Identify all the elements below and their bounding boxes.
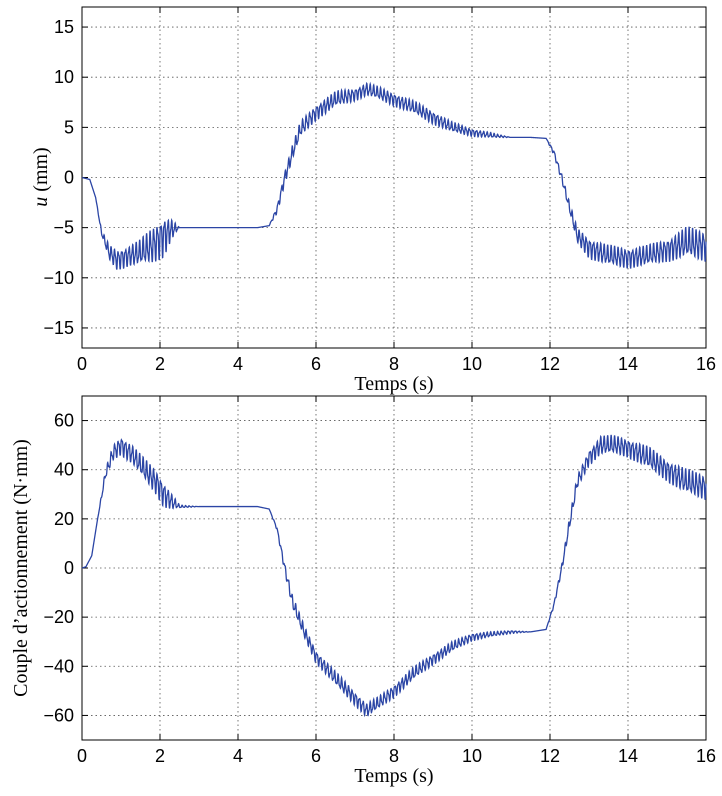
plot-displacement-xtick-label: 2 — [155, 354, 165, 374]
plot-displacement-ylabel: u (mm) — [30, 147, 52, 206]
plot-displacement-ytick-label: 15 — [54, 17, 74, 37]
plot-torque-ytick-label: −20 — [43, 607, 74, 627]
plot-displacement-xlabel: Temps (s) — [354, 373, 433, 395]
plot-torque-ytick-label: −40 — [43, 656, 74, 676]
plot-torque-ytick-label: 20 — [54, 509, 74, 529]
plot-torque-xtick-label: 0 — [77, 746, 87, 766]
plot-torque-xticks: 0 2 4 6 8 10 12 14 16 — [77, 396, 716, 766]
plot-displacement-xticks: 0 2 4 6 8 10 12 14 16 — [77, 7, 716, 374]
plot-torque-xtick-label: 10 — [462, 746, 482, 766]
plot-displacement-ylabel-unit: (mm) — [30, 147, 52, 196]
plot-torque-grid — [82, 396, 706, 740]
plot-torque: 0 2 4 6 8 10 12 14 16 −60 −40 −20 0 20 40 60 Temps (s)… — [10, 395, 716, 787]
plot-torque-ytick-label: 0 — [64, 558, 74, 578]
plot-torque-xtick-label: 14 — [618, 746, 638, 766]
plot-torque-xtick-label: 2 — [155, 746, 165, 766]
plot-torque-xtick-label: 6 — [311, 746, 321, 766]
plot-torque-series — [81, 434, 707, 718]
plot-displacement-xtick-label: 12 — [540, 354, 560, 374]
plot-displacement-xtick-label: 4 — [233, 354, 243, 374]
plot-displacement-series — [81, 81, 707, 270]
plot-displacement-ytick-label: 5 — [64, 117, 74, 137]
plot-torque-ytick-label: 60 — [54, 411, 74, 431]
plot-displacement-xtick-label: 10 — [462, 354, 482, 374]
plot-displacement: 0 2 4 6 8 10 12 14 16 −15 −10 −5 0 5 10 15 Temps (s) u… — [30, 6, 716, 395]
plot-displacement-ytick-label: −10 — [43, 268, 74, 288]
plot-torque-ytick-label: 40 — [54, 460, 74, 480]
plot-torque-xtick-label: 12 — [540, 746, 560, 766]
plot-torque-xlabel: Temps (s) — [354, 765, 433, 787]
plot-displacement-xtick-label: 6 — [311, 354, 321, 374]
plot-torque-ylabel: Couple d’actionnement (N·mm) — [10, 439, 32, 697]
plot-torque-yticks: −60 −40 −20 0 20 40 60 — [43, 411, 706, 725]
plot-displacement-xtick-label: 14 — [618, 354, 638, 374]
plot-torque-xtick-label: 16 — [696, 746, 716, 766]
plot-displacement-ytick-label: −5 — [53, 218, 74, 238]
plot-displacement-yticks: −15 −10 −5 0 5 10 15 — [43, 17, 706, 338]
plot-displacement-xtick-label: 8 — [389, 354, 399, 374]
plot-displacement-ylabel-variable: u — [30, 197, 52, 207]
plot-torque-xtick-label: 4 — [233, 746, 243, 766]
plot-displacement-ytick-label: 0 — [64, 168, 74, 188]
plot-displacement-grid — [82, 7, 706, 348]
plot-displacement-ytick-label: −15 — [43, 318, 74, 338]
plot-torque-ytick-label: −60 — [43, 705, 74, 725]
plot-displacement-xtick-label: 0 — [77, 354, 87, 374]
plot-displacement-ytick-label: 10 — [54, 67, 74, 87]
plot-displacement-xtick-label: 16 — [696, 354, 716, 374]
plot-torque-xtick-label: 8 — [389, 746, 399, 766]
